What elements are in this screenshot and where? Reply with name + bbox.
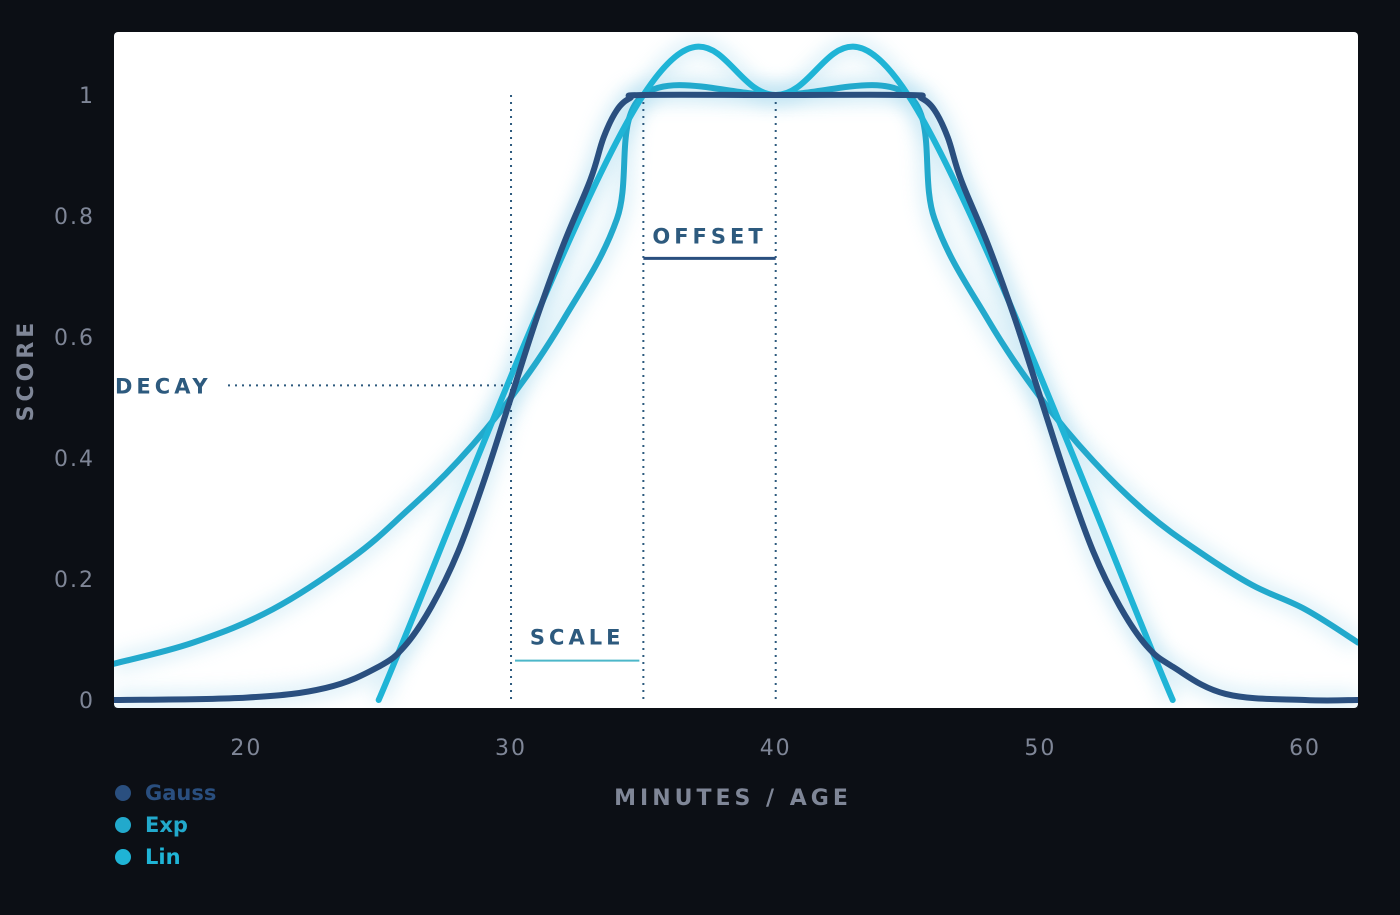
y-axis-title: SCORE xyxy=(14,319,39,422)
offset-label: OFFSET xyxy=(652,224,766,248)
y-tick-label: 0.4 xyxy=(54,447,95,472)
y-tick-label: 1 xyxy=(79,84,95,109)
annotation-layer: OFFSET SCALE DECAY xyxy=(115,224,776,662)
series-line-gauss xyxy=(114,91,1358,704)
legend: Gauss Exp Lin xyxy=(115,781,216,869)
y-axis-ticks: 0 0.2 0.4 0.6 0.8 1 xyxy=(54,84,95,714)
legend-label-lin: Lin xyxy=(145,845,181,869)
legend-marker-gauss xyxy=(115,785,131,801)
x-tick-label: 30 xyxy=(495,736,527,761)
x-tick-label: 60 xyxy=(1289,736,1321,761)
legend-label-exp: Exp xyxy=(145,813,188,837)
y-tick-label: 0.6 xyxy=(54,326,95,351)
x-tick-label: 50 xyxy=(1024,736,1056,761)
decay-label: DECAY xyxy=(115,374,212,398)
x-axis-title: MINUTES / AGE xyxy=(614,786,852,811)
x-axis-ticks: 20 30 40 50 60 xyxy=(230,736,1321,761)
y-tick-label: 0.2 xyxy=(54,568,95,593)
plot-background xyxy=(114,32,1358,708)
scale-label: SCALE xyxy=(530,626,625,650)
legend-marker-exp xyxy=(115,817,131,833)
x-tick-label: 40 xyxy=(760,736,792,761)
y-tick-label: 0 xyxy=(79,689,95,714)
y-tick-label: 0.8 xyxy=(54,205,95,230)
x-tick-label: 20 xyxy=(230,736,262,761)
series-curves xyxy=(114,43,1358,704)
legend-label-gauss: Gauss xyxy=(145,781,216,805)
legend-marker-lin xyxy=(115,849,131,865)
